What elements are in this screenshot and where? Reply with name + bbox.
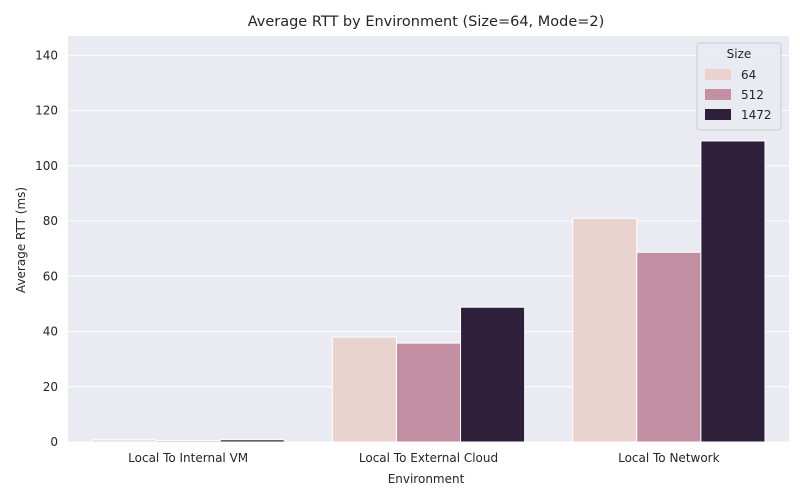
legend-label: 1472 xyxy=(741,108,772,122)
bar-512-1 xyxy=(395,342,462,443)
x-tick-label: Local To Internal VM xyxy=(128,451,248,465)
bar-64-2 xyxy=(572,217,638,443)
legend-label: 64 xyxy=(741,68,756,82)
y-tick-labels: 0 20 40 60 80 100 120 140 xyxy=(35,48,58,449)
bar-512-0 xyxy=(155,440,221,443)
legend-title: Size xyxy=(727,47,752,61)
bar-1472-2 xyxy=(700,140,766,443)
y-tick-label: 60 xyxy=(43,269,58,283)
bar-1472-1 xyxy=(460,306,526,443)
legend-label: 512 xyxy=(741,88,764,102)
x-axis-label: Environment xyxy=(388,472,465,486)
legend-swatch-512 xyxy=(705,89,731,100)
y-tick-label: 140 xyxy=(35,48,58,62)
y-tick-label: 20 xyxy=(43,380,58,394)
x-tick-labels: Local To Internal VM Local To External Cl… xyxy=(128,451,719,465)
bar-64-0 xyxy=(91,439,157,443)
y-tick-label: 80 xyxy=(43,214,58,228)
y-tick-label: 100 xyxy=(35,159,58,173)
bar-1472-0 xyxy=(219,439,285,443)
legend-swatch-1472 xyxy=(705,109,731,120)
bars xyxy=(91,140,766,443)
legend: Size 64 512 1472 xyxy=(696,42,782,131)
x-tick-label: Local To Network xyxy=(618,451,720,465)
legend-box xyxy=(696,42,782,131)
chart-title: Average RTT by Environment (Size=64, Mod… xyxy=(248,14,605,30)
bar-512-2 xyxy=(636,251,702,443)
bar-64-1 xyxy=(331,336,397,443)
y-axis-label: Average RTT (ms) xyxy=(14,187,28,293)
legend-items: 64 512 1472 xyxy=(705,68,772,122)
y-tick-label: 0 xyxy=(50,435,58,449)
x-tick-label: Local To External Cloud xyxy=(359,451,498,465)
y-tick-label: 120 xyxy=(35,104,58,118)
y-tick-label: 40 xyxy=(43,325,58,339)
legend-swatch-64 xyxy=(705,69,731,80)
